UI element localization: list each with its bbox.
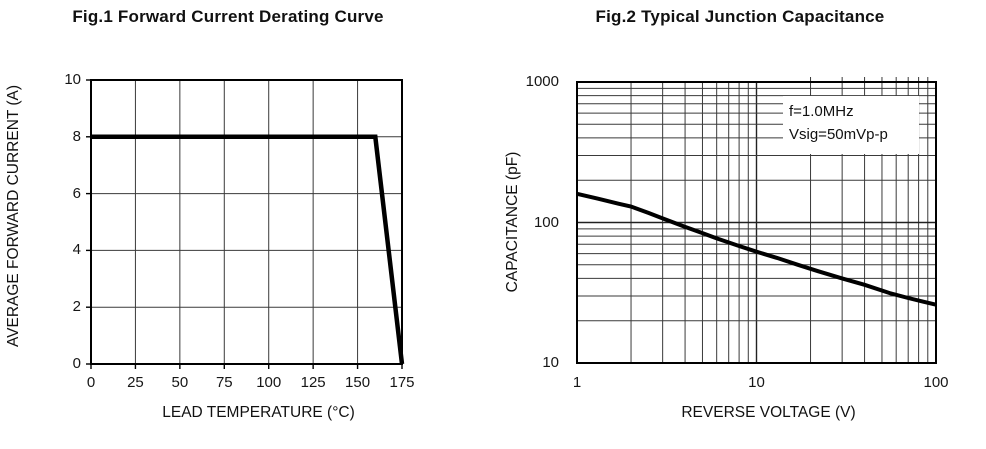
forward-current-derating-curve xyxy=(91,134,405,365)
x-tick-label: 100 xyxy=(923,374,949,391)
y-tick-label: 0 xyxy=(72,355,81,372)
figure1-y-axis-label: AVERAGE FORWARD CURRENT (A) xyxy=(5,84,22,348)
figure1-title: Fig.1 Forward Current Derating Curve xyxy=(72,7,384,26)
figure2-title: Fig.2 Typical Junction Capacitance xyxy=(595,7,885,26)
y-tick-label: 100 xyxy=(533,213,559,231)
x-tick-label: 50 xyxy=(171,374,189,391)
annotation-frequency-line: f=1.0MHz xyxy=(789,103,854,120)
y-tick-label: 8 xyxy=(72,127,81,145)
figure1-plot-area xyxy=(86,79,405,369)
x-tick-label: 0 xyxy=(86,374,96,391)
y-tick-label: 10 xyxy=(542,354,559,371)
figure1-x-axis-label: LEAD TEMPERATURE (°C) xyxy=(162,404,355,421)
y-tick-label: 10 xyxy=(64,71,81,88)
test-conditions-annotation: f=1.0MHz Vsig=50mVp-p xyxy=(783,96,919,154)
x-tick-label: 150 xyxy=(345,374,371,391)
x-tick-label: 1 xyxy=(572,374,582,391)
x-tick-label: 75 xyxy=(215,374,233,391)
x-tick-label: 125 xyxy=(300,374,326,391)
junction-capacitance-curve xyxy=(576,191,937,307)
plot-border xyxy=(90,79,403,365)
figure2-x-axis-label: REVERSE VOLTAGE (V) xyxy=(681,404,856,421)
x-tick-label: 10 xyxy=(748,374,765,391)
annotation-signal-line: Vsig=50mVp-p xyxy=(789,126,888,143)
y-tick-label: 1000 xyxy=(525,73,559,90)
y-tick-label: 6 xyxy=(72,184,81,202)
plot-border xyxy=(576,81,937,364)
x-tick-label: 100 xyxy=(256,374,282,391)
x-tick-label: 175 xyxy=(389,374,415,391)
y-tick-label: 4 xyxy=(72,241,81,259)
y-tick-label: 2 xyxy=(72,298,81,316)
figure2-plot-area xyxy=(576,77,937,364)
x-tick-label: 25 xyxy=(127,374,144,391)
